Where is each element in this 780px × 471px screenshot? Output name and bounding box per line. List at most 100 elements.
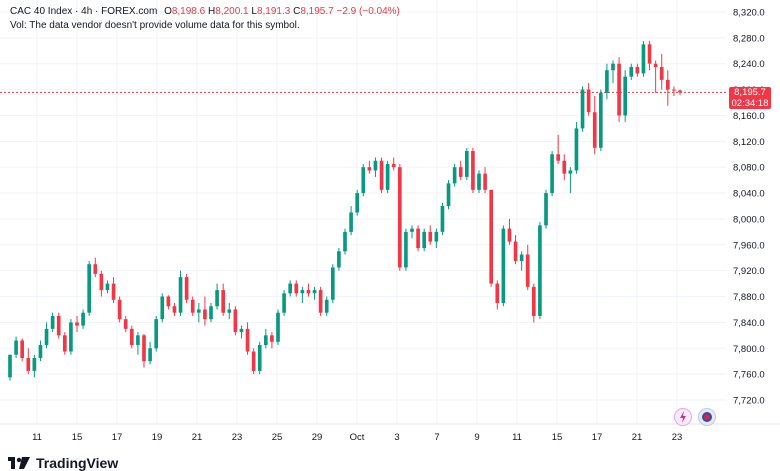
candle-down (391, 163, 396, 168)
candle-down (318, 290, 323, 313)
time-tick-label: 15 (72, 432, 83, 443)
time-axis[interactable]: 11 15 17 19 21 23 25 29 Oct 3 7 9 11 15 17 21 23 (32, 432, 682, 443)
candle-down (56, 315, 61, 336)
candle-up (87, 264, 92, 313)
candle-up (215, 290, 219, 307)
candle-up (14, 340, 18, 355)
volume-note: Vol: The data vendor doesn't provide vol… (10, 20, 300, 31)
bar-countdown: 02:34:18 (731, 98, 769, 110)
candle-up (257, 345, 262, 371)
candle-down (20, 340, 25, 358)
candle-down (647, 44, 652, 64)
candle-down (172, 306, 177, 313)
candle-up (574, 128, 579, 171)
candle-down (471, 151, 475, 190)
flag-icon[interactable] (698, 408, 716, 426)
candle-down (190, 299, 195, 313)
candle-up (440, 206, 445, 232)
price-tick-label: 8,080.0 (733, 163, 765, 174)
time-tick-label: 15 (552, 432, 563, 443)
candle-up (178, 277, 183, 313)
candle-up (550, 154, 554, 194)
candle-up (239, 328, 244, 333)
candle-down (184, 277, 189, 300)
candle-up (282, 293, 286, 313)
time-tick-label: 17 (592, 432, 603, 443)
symbol-title[interactable]: CAC 40 Index · 4h · FOREX.com (10, 6, 158, 17)
candle-up (148, 348, 152, 362)
candle-down (617, 63, 621, 116)
price-axis[interactable]: 8,320.08,280.08,240.08,200.08,160.08,120… (733, 8, 765, 407)
candle-up (227, 309, 232, 313)
candle-down (26, 357, 31, 371)
last-price-tag: 8,195.7 02:34:18 (729, 87, 771, 110)
time-tick-label: 29 (312, 432, 323, 443)
tradingview-logo[interactable]: TradingView (8, 454, 119, 471)
time-tick-label: Oct (350, 432, 365, 443)
candle-up (276, 312, 280, 342)
time-tick-label: 25 (272, 432, 283, 443)
candle-up (355, 193, 360, 213)
candle-up (629, 66, 634, 77)
change-value: −2.9 (−0.04%) (336, 6, 400, 17)
candle-up (501, 228, 506, 303)
candle-up (477, 173, 481, 190)
price-tick-label: 7,880.0 (733, 292, 765, 303)
candle-up (288, 283, 293, 294)
brand-name: TradingView (36, 454, 119, 471)
candle-down (166, 296, 171, 307)
candle-down (489, 189, 494, 284)
candle-down (653, 63, 658, 67)
candle-down (251, 351, 256, 371)
candle-down (93, 264, 98, 274)
candle-up (641, 44, 646, 74)
candle-up (598, 92, 603, 148)
candle-up (105, 283, 110, 291)
candle-down (513, 241, 518, 261)
candle-down (221, 290, 226, 313)
time-tick-label: 7 (434, 432, 439, 443)
candle-up (324, 299, 329, 313)
lightning-icon[interactable] (674, 408, 692, 426)
close-value: 8,195.7 (300, 6, 334, 17)
candle-up (568, 170, 573, 174)
candle-series (8, 41, 682, 381)
candle-down (270, 335, 274, 342)
price-tick-label: 8,320.0 (733, 8, 765, 19)
candle-up (422, 231, 427, 249)
price-tick-label: 8,280.0 (733, 33, 765, 44)
time-tick-label: 17 (112, 432, 123, 443)
candle-down (62, 335, 67, 352)
price-tick-label: 7,760.0 (733, 370, 765, 381)
candle-up (446, 183, 451, 206)
open-value: 8,198.6 (171, 6, 206, 17)
candle-up (385, 163, 390, 190)
candle-up (452, 167, 457, 184)
candle-up (50, 315, 55, 329)
candle-up (209, 306, 213, 320)
time-tick-label: 11 (512, 432, 522, 443)
candle-down (678, 90, 682, 93)
price-tick-label: 8,000.0 (733, 214, 765, 225)
candle-up (464, 151, 469, 177)
chart-grid (0, 0, 726, 424)
time-tick-label: 21 (192, 432, 203, 443)
symbol-legend: CAC 40 Index · 4h · FOREX.com O8,198.6 H… (10, 6, 400, 17)
price-tick-label: 8,120.0 (733, 137, 765, 148)
price-tick-label: 7,720.0 (733, 396, 765, 407)
candle-down (367, 167, 372, 171)
candle-down (233, 309, 238, 333)
candle-up (38, 345, 43, 358)
candle-up (32, 357, 37, 371)
candle-down (562, 160, 567, 174)
candle-down (245, 328, 250, 352)
candle-down (525, 254, 530, 287)
candle-down (203, 309, 207, 320)
candle-up (312, 290, 317, 294)
price-tick-label: 7,960.0 (733, 240, 765, 251)
high-value: 8,200.1 (215, 6, 249, 17)
candle-up (538, 225, 542, 316)
candle-up (404, 231, 408, 268)
time-tick-label: 9 (474, 432, 479, 443)
